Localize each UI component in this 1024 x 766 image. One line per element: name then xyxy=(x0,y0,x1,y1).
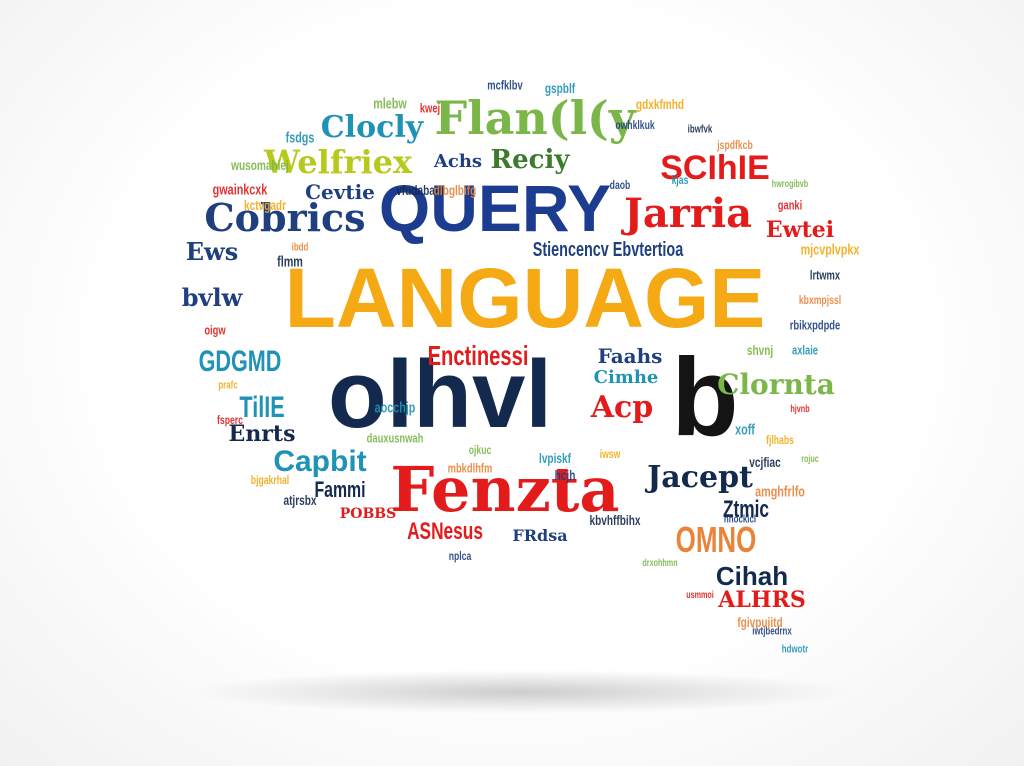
filler-word: dauxusnwah xyxy=(366,430,424,446)
filler-word: flmm xyxy=(277,253,303,271)
word-asnesus: ASNesus xyxy=(407,518,483,545)
word-pobbs: POBBS xyxy=(339,506,397,522)
filler-word: ganki xyxy=(777,197,803,213)
word-welfriex: Welfriex xyxy=(263,143,413,181)
word-cihah: Cihah xyxy=(715,561,789,591)
filler-word: xoff xyxy=(735,421,755,439)
filler-word: dlbglbifg xyxy=(433,182,477,198)
filler-word: vcjfiac xyxy=(749,454,781,470)
filler-word: atjrsbx xyxy=(283,492,317,508)
filler-word: daob xyxy=(609,178,631,192)
filler-word: axlaie xyxy=(791,342,819,358)
word-omno: OMNO xyxy=(675,519,757,560)
filler-word: fsperc xyxy=(217,413,243,427)
filler-word: rbikxpdpde xyxy=(789,317,841,333)
word-alhrs: ALHRS xyxy=(718,587,806,613)
word-cimhe: Cimhe xyxy=(593,367,659,388)
filler-word: fsdgs xyxy=(285,129,315,147)
filler-word: jspdfkcb xyxy=(717,138,753,152)
filler-word: kbxmpjssl xyxy=(798,293,842,307)
word-cevtie: Cevtie xyxy=(305,180,375,204)
filler-word: ibwfvk xyxy=(687,123,713,136)
word-ews: Ews xyxy=(185,237,239,266)
ground-shadow xyxy=(190,670,850,714)
filler-word: hdwotr xyxy=(781,643,809,656)
filler-word: nhockicl xyxy=(723,513,757,526)
word-reciy: Reciy xyxy=(490,145,570,175)
filler-word: prafc xyxy=(218,379,238,392)
word-query: QUERY xyxy=(378,171,612,245)
filler-word: iwsw xyxy=(599,447,621,461)
filler-word: wusomahiej xyxy=(231,157,289,173)
filler-word: lvpiskf xyxy=(539,450,571,466)
filler-word: aocchjp xyxy=(374,399,416,417)
filler-word: ojkuc xyxy=(468,443,492,457)
word-tilie: TilIE xyxy=(239,391,285,424)
filler-word: kwej xyxy=(419,100,441,116)
filler-word: lrtwmx xyxy=(809,267,841,283)
word-clornta: Clornta xyxy=(717,368,835,401)
word-jarria: Jarria xyxy=(623,190,753,237)
word-acp: Acp xyxy=(590,390,654,425)
filler-word: fjlhabs xyxy=(766,433,794,447)
word-bvlw: bvlw xyxy=(181,283,243,312)
word-stiencer: Stiencencv Ebvtertioa xyxy=(532,239,684,261)
word-language: LANGUAGE xyxy=(284,251,766,345)
filler-word: iwtjbedrnx xyxy=(752,625,792,638)
word-scihe: SCIhIE xyxy=(660,149,770,187)
filler-word: hjvnb xyxy=(790,404,810,415)
filler-word: rojuc xyxy=(801,454,819,465)
filler-word: kbvhffbihx xyxy=(589,512,641,528)
word-faahs: Faahs xyxy=(597,344,663,368)
word-cobrics: Cobrics xyxy=(204,195,366,240)
filler-word: kctvgadr xyxy=(243,197,287,213)
filler-word: mlebw xyxy=(373,95,407,113)
filler-word: gwainkcxk xyxy=(212,181,268,199)
word-glyph-b: b xyxy=(671,336,739,459)
filler-word: bjgakrhal xyxy=(250,473,290,487)
word-fammi: Fammi xyxy=(314,477,366,502)
filler-word: gspblf xyxy=(544,80,576,96)
filler-word: mcfklbv xyxy=(487,77,523,93)
filler-word: owhklkuk xyxy=(615,118,655,132)
filler-word: mbkdlhfm xyxy=(447,460,493,476)
filler-word: drxohhmn xyxy=(642,558,678,569)
filler-word: oigw xyxy=(204,322,226,338)
word-fhkvm: FRdsa xyxy=(512,526,568,545)
word-ztmic: Ztmic xyxy=(722,496,770,523)
filler-word: kjas xyxy=(671,173,689,187)
filler-word: hwrogibvb xyxy=(771,179,809,190)
word-achs: Achs xyxy=(433,151,483,172)
filler-word: fgivpujitd xyxy=(737,614,783,630)
word-jacept: Jacept xyxy=(647,460,753,495)
filler-word: gdxkfmhd xyxy=(635,96,685,112)
filler-word: amghfrlfo xyxy=(755,483,805,501)
word-flangy: Flan(l(y xyxy=(434,91,636,145)
filler-word: usmmoi xyxy=(686,590,714,601)
word-gdgmd: GDGMD xyxy=(198,345,282,378)
filler-word: nplca xyxy=(448,549,472,563)
word-enctinessi: Enctinessi xyxy=(427,340,529,371)
filler-word: ibdd xyxy=(291,241,309,254)
word-ewtei: Ewtei xyxy=(765,217,835,243)
word-fenzta: Fenzta xyxy=(390,453,620,526)
word-enrts: Enrts xyxy=(228,421,296,447)
filler-word: shvnj xyxy=(746,342,774,358)
filler-word: vfudabam xyxy=(396,182,444,198)
filler-word: hcjh xyxy=(554,467,576,483)
filler-word: mjcvplvpkx xyxy=(800,241,860,259)
word-capbit: Capbit xyxy=(273,445,367,478)
word-glyphs-main: olhvl xyxy=(327,341,553,448)
word-clocly: Clocly xyxy=(320,110,424,145)
